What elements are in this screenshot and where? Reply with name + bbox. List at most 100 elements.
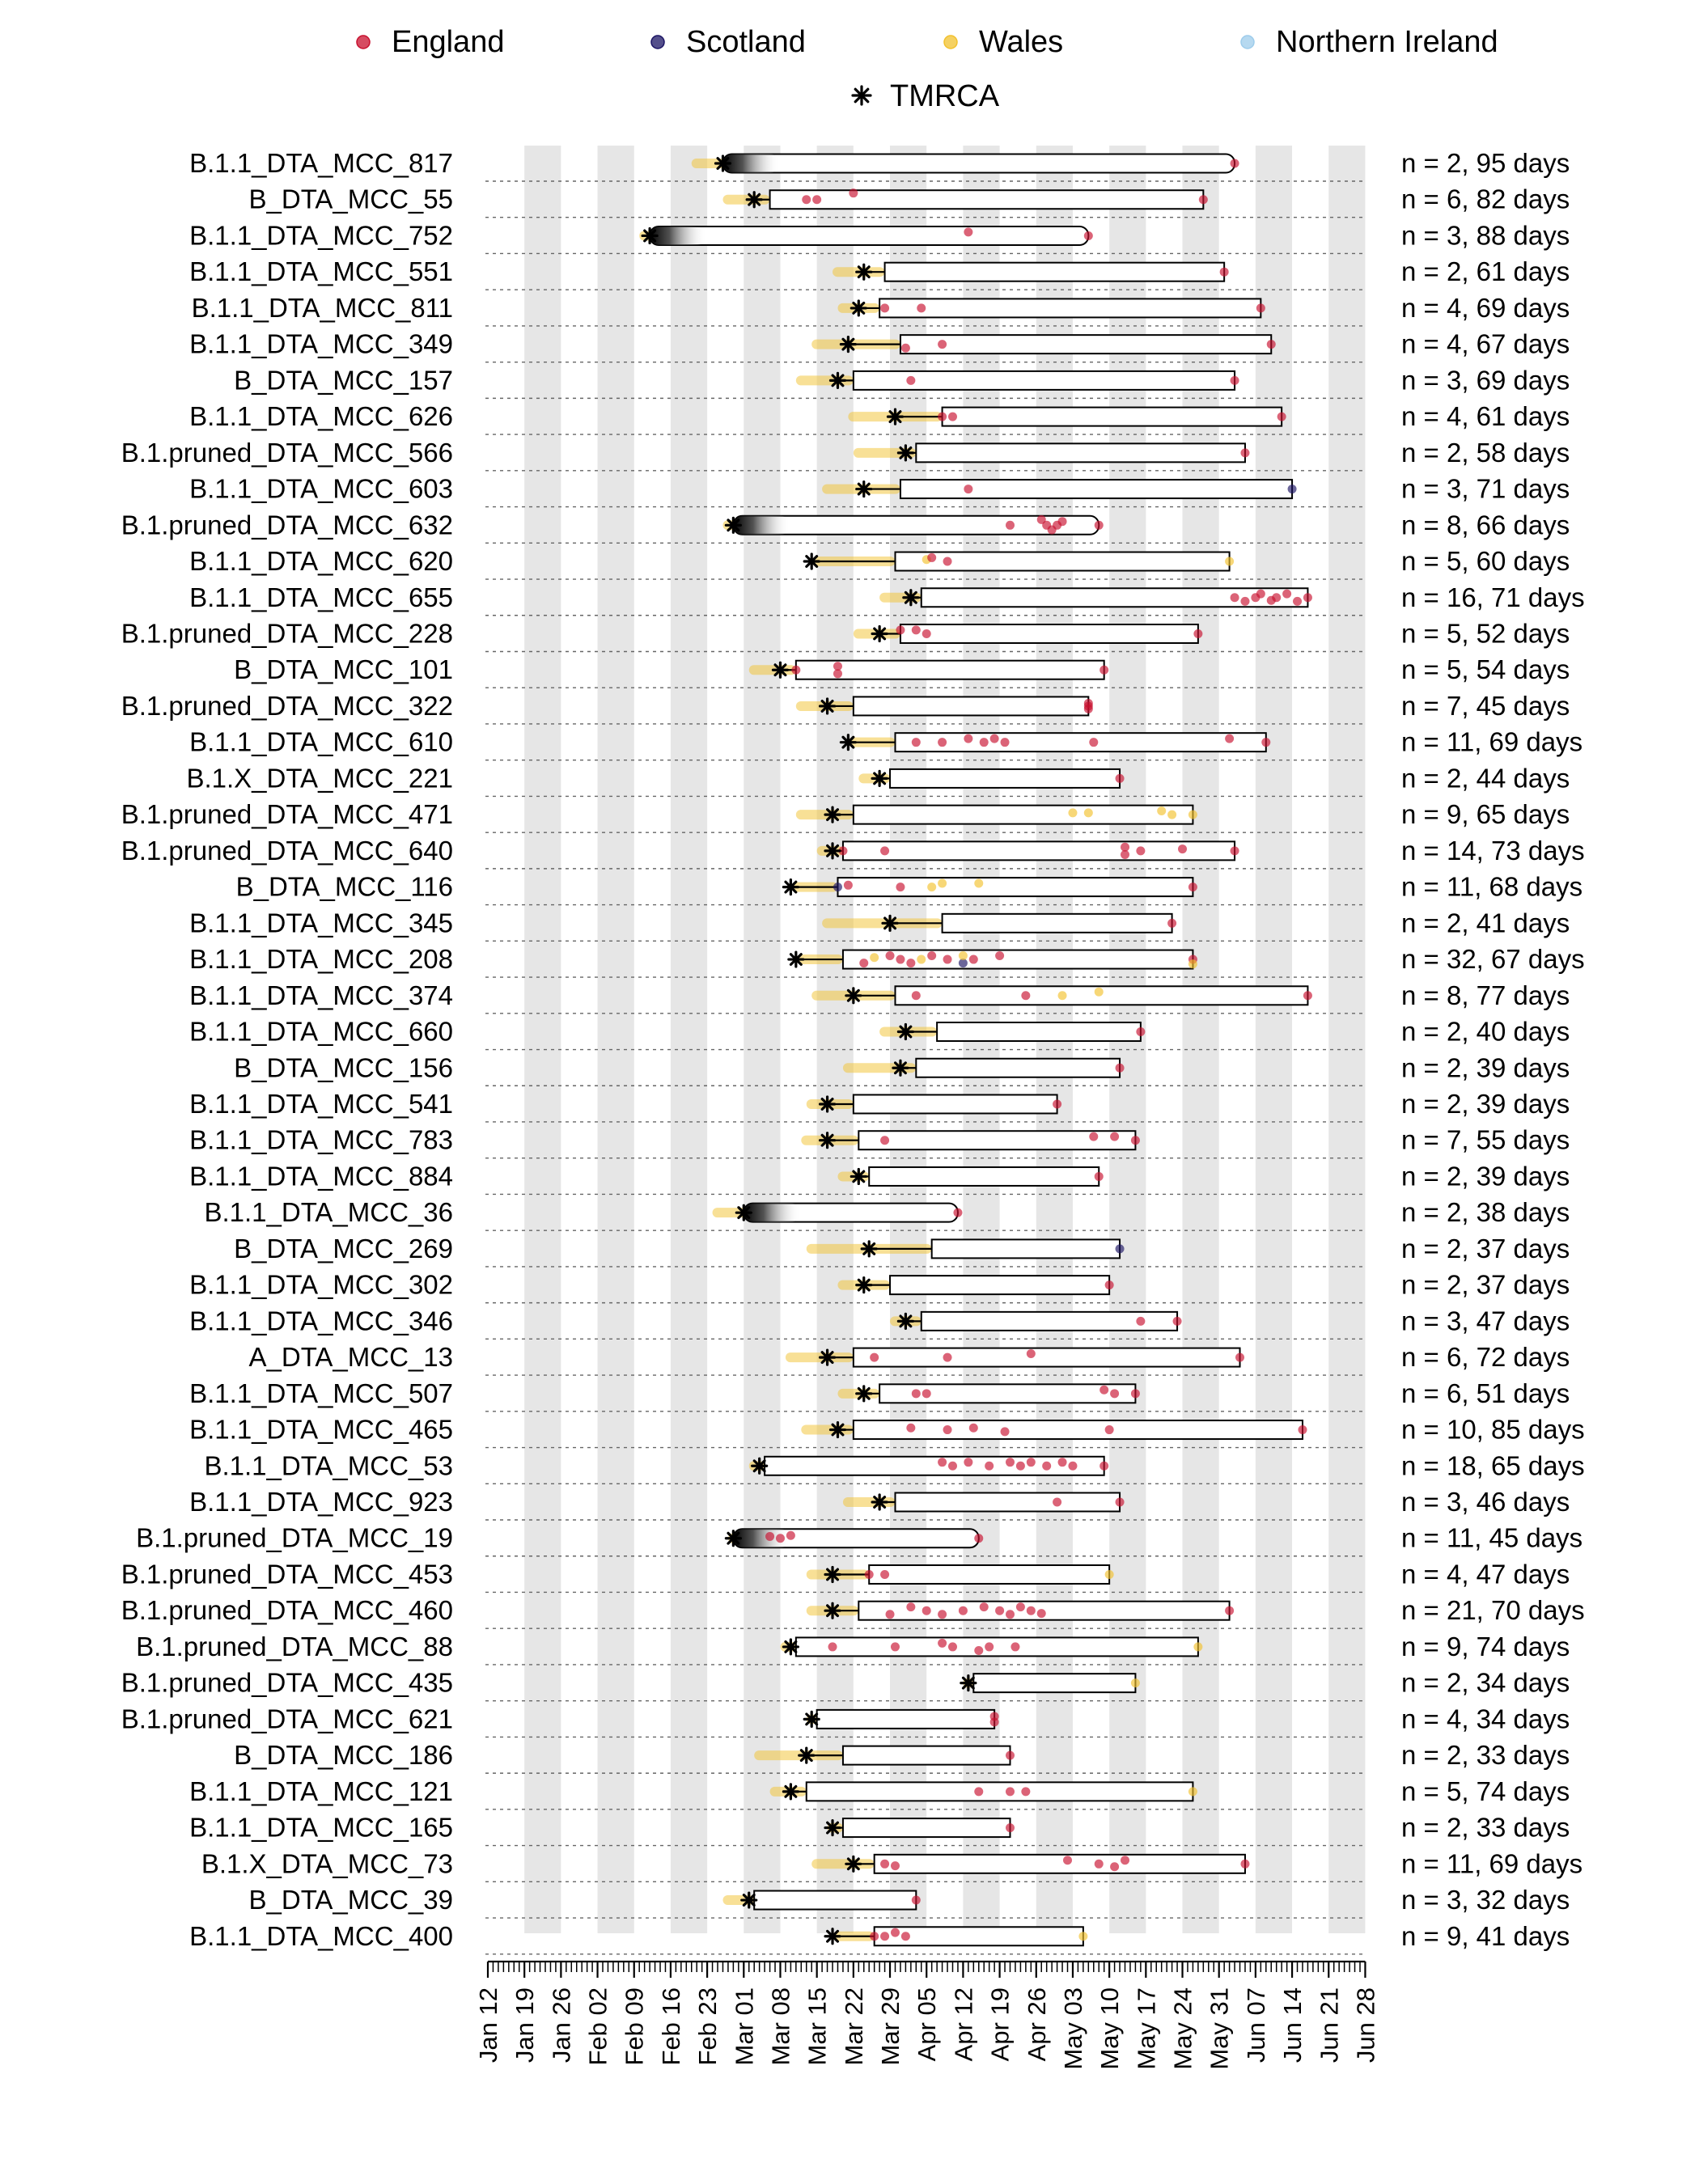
lineage-bar [764,1455,1105,1476]
sample-point [1021,1787,1031,1797]
sample-point [1099,1461,1109,1471]
x-tick-label: Jan 26 [547,1987,575,2063]
lineage-summary: n = 6, 82 days [1401,184,1570,214]
lineage-summary: n = 4, 69 days [1401,293,1570,323]
x-tick-label: Jun 28 [1351,1987,1379,2063]
tmrca-marker [724,516,742,534]
sample-point [943,557,952,566]
lineage-summary: n = 2, 58 days [1401,438,1570,468]
sample-point [1266,340,1276,349]
lineage-summary: n = 2, 40 days [1401,1017,1570,1047]
lineage-row: B.1.1_DTA_MCC_36 n = 2, 38 days [204,1197,1570,1227]
x-tick-label: Jun 14 [1278,1987,1307,2063]
lineage-row: B.1.1_DTA_MCC_884 n = 2, 39 days [189,1161,1570,1191]
lineage-bar-fade [733,1529,790,1548]
lineage-bar [899,334,1273,355]
sample-point [911,1895,921,1905]
x-tick-label: May 03 [1059,1987,1087,2070]
legend-swatch [1240,35,1255,49]
lineage-label: B.1.1_DTA_MCC_551 [189,256,453,286]
tmrca-marker [771,661,790,679]
sample-point [1188,1787,1197,1797]
sample-point [1104,1425,1114,1435]
sample-point [947,1461,957,1471]
sample-point [1157,806,1167,816]
sample-point [890,1642,900,1652]
legend-label: Wales [979,25,1063,59]
tmrca-marker [803,1710,820,1728]
lineage-row: B.1.pruned_DTA_MCC_435 n = 2, 34 days [121,1668,1570,1698]
sample-point [1089,1132,1099,1141]
x-tick-label: Mar 22 [840,1987,868,2065]
sample-point [900,1932,910,1941]
tmrca-marker [886,408,905,425]
lineage-label: B.1.pruned_DTA_MCC_566 [121,438,453,468]
tmrca-marker [839,336,857,353]
lineage-label: B_DTA_MCC_269 [234,1234,453,1263]
sample-point [1026,1458,1036,1467]
week-band [524,146,561,1933]
tmrca-marker [745,191,763,209]
lineage-row: B_DTA_MCC_156 n = 2, 39 days [234,1052,1570,1082]
lineage-summary: n = 4, 67 days [1401,329,1570,359]
lineage-summary: n = 9, 74 days [1401,1632,1570,1661]
lineage-bar [879,298,1262,319]
sample-point [885,950,895,960]
lineage-summary: n = 5, 52 days [1401,618,1570,648]
sample-point [1303,991,1312,1001]
lineage-row: B.1.1_DTA_MCC_551 n = 2, 61 days [189,256,1570,286]
sample-point [1068,1461,1078,1471]
lineage-bar [649,225,1090,246]
lineage-summary: n = 2, 39 days [1401,1089,1570,1119]
sample-point [880,1136,890,1145]
tmrca-marker [714,154,732,172]
sample-point [927,882,937,892]
tmrca-marker [845,1855,862,1873]
sample-point [964,227,973,237]
sample-point [1225,734,1235,743]
lineage-row: B.1.1_DTA_MCC_374 n = 8, 77 days [189,980,1570,1010]
lineage-row: B.1.pruned_DTA_MCC_228 n = 5, 52 days [121,618,1570,648]
x-tick-label: Feb 23 [693,1987,722,2066]
tmrca-marker [855,263,873,281]
sample-point [911,625,921,635]
tmrca-marker [896,1022,915,1041]
sample-point [1094,987,1104,997]
sample-point [995,950,1005,960]
x-tick-label: Apr 12 [949,1987,977,2061]
lineage-summary: n = 16, 71 days [1401,582,1585,612]
sample-point [1006,520,1015,530]
sample-point [1083,231,1093,240]
lineage-bar [930,1238,1121,1259]
lineage-row: B.1.pruned_DTA_MCC_453 n = 4, 47 days [121,1559,1570,1589]
tmrca-marker [724,1530,742,1547]
sample-point [775,1534,785,1543]
tmrca-marker [818,697,837,715]
sample-point [1198,195,1208,205]
x-tick-label: Jun 07 [1242,1987,1270,2063]
lineage-row: B.1.X_DTA_MCC_221 n = 2, 44 days [186,763,1570,793]
sample-point [1277,412,1286,421]
legend-label: Scotland [686,25,806,59]
sample-point [995,1606,1005,1615]
lineage-bar [920,587,1309,608]
lineage-label: B.1.1_DTA_MCC_603 [189,474,453,504]
lineage-bar [936,1022,1142,1043]
legend-tmrca-marker [851,85,872,106]
sample-point [1167,810,1177,819]
lineage-row: B.1.1_DTA_MCC_620 n = 5, 60 days [189,546,1570,576]
lineage-label: B.1.1_DTA_MCC_752 [189,220,453,250]
sample-point [1089,738,1099,747]
tmrca-marker [871,1493,888,1511]
sample-point [1136,1316,1146,1326]
lineage-label: B_DTA_MCC_186 [234,1740,453,1770]
lineage-bar [941,406,1283,427]
sample-point [896,625,905,635]
lineage-summary: n = 4, 34 days [1401,1704,1570,1733]
lineage-bar [889,1275,1111,1296]
lineage-summary: n = 5, 60 days [1401,546,1570,576]
sample-point [1104,1280,1114,1290]
x-tick-label: Feb 16 [657,1987,685,2066]
sample-point [1167,918,1177,928]
lineage-summary: n = 3, 32 days [1401,1885,1570,1915]
